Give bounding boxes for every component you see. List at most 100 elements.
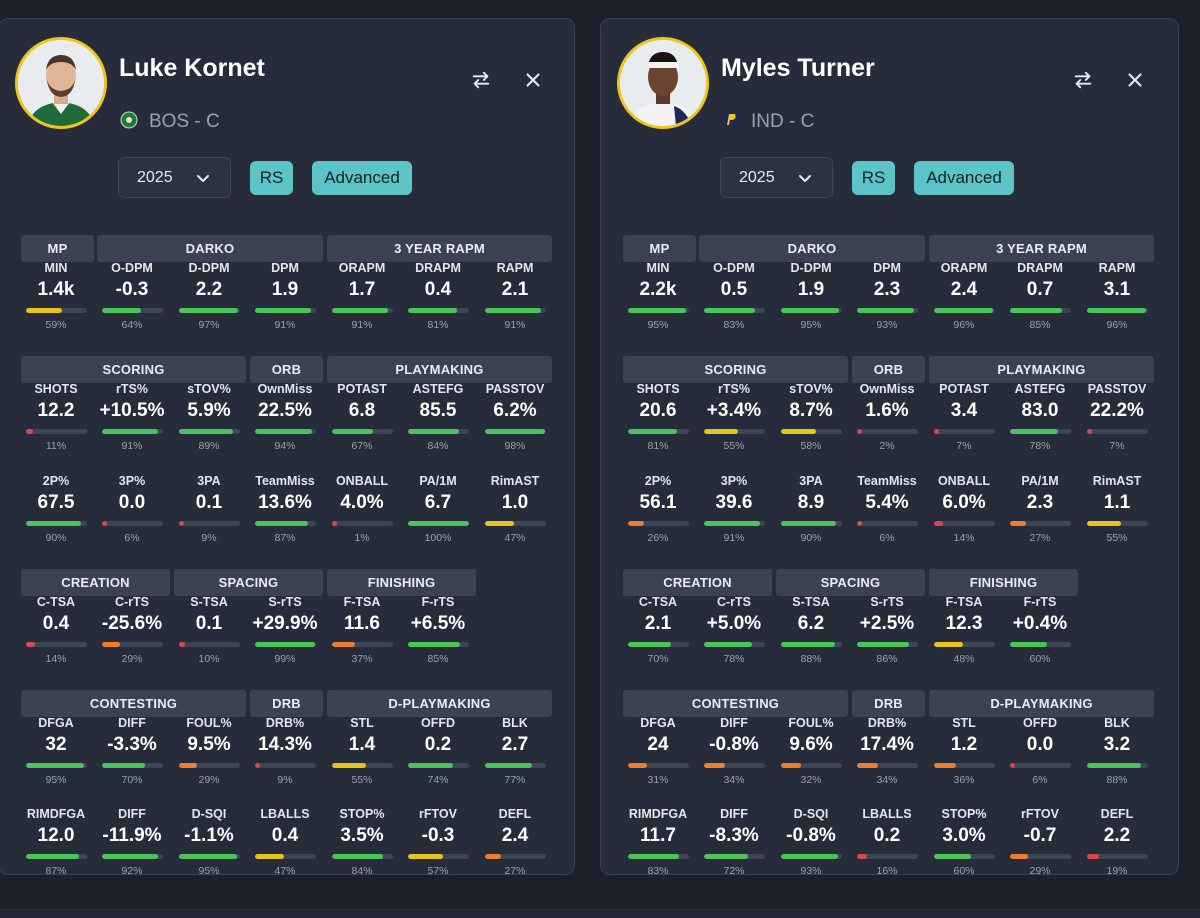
stat-value: -25.6% (101, 613, 163, 634)
stat-cell: D-SQI -0.8% 93% (776, 807, 846, 879)
stat-cell: D-SQI -1.1% 95% (174, 807, 244, 879)
stat-label: rFTOV (419, 807, 457, 821)
celtics-logo-icon (120, 111, 138, 129)
percentile-label: 85% (1029, 319, 1051, 331)
team-position: IND - C (751, 111, 815, 132)
swap-player-button[interactable] (1070, 67, 1096, 93)
stat-label: MIN (646, 261, 670, 275)
stat-cell: OwnMiss 1.6% 2% (852, 382, 922, 454)
percentile-label: 55% (351, 774, 373, 786)
percentile-label: 90% (45, 532, 67, 544)
stat-label: RAPM (1098, 261, 1136, 275)
percentile-bar-fill (26, 308, 62, 313)
stat-label: POTAST (939, 382, 989, 396)
percentile-label: 10% (198, 653, 220, 665)
percentile-bar (1010, 308, 1071, 313)
stat-cell: STOP% 3.5% 84% (327, 807, 397, 879)
stat-value: 24 (647, 734, 669, 755)
percentile-label: 19% (1106, 865, 1128, 877)
stat-value: -3.3% (107, 734, 157, 755)
percentile-bar-fill (179, 763, 197, 768)
percentile-label: 60% (1029, 653, 1051, 665)
swap-player-button[interactable] (468, 67, 494, 93)
percentile-bar (179, 521, 240, 526)
percentile-bar-fill (102, 763, 145, 768)
stat-label: POTAST (337, 382, 387, 396)
stat-cell: MIN 2.2k 95% (623, 261, 693, 333)
percentile-label: 26% (647, 532, 669, 544)
stat-group-header: D-PLAYMAKING (327, 690, 552, 717)
percentile-label: 57% (427, 865, 449, 877)
player-card-kornet: Luke Kornet BOS - C 2025 RS Advanced MP DARKO 3… (0, 18, 575, 877)
percentile-bar-fill (1087, 521, 1121, 526)
stat-value: 2.2k (639, 279, 677, 300)
stat-label: DIFF (720, 807, 748, 821)
percentile-label: 83% (647, 865, 669, 877)
percentile-bar-fill (179, 521, 185, 526)
regular-season-toggle[interactable]: RS (852, 161, 895, 195)
stat-cell: OFFD 0.2 74% (403, 716, 473, 788)
advanced-toggle[interactable]: Advanced (312, 161, 412, 195)
percentile-label: 77% (504, 774, 526, 786)
stat-group-header: CREATION (21, 569, 170, 596)
stat-cell: FOUL% 9.5% 29% (174, 716, 244, 788)
stat-value: 0.0 (1026, 734, 1054, 755)
stat-cell: DFGA 32 95% (21, 716, 91, 788)
percentile-bar-fill (255, 521, 309, 526)
percentile-bar (704, 642, 765, 647)
stat-label: 3P% (118, 474, 146, 488)
player-card-turner: Myles Turner IND - C 2025 RS Advanced MP DARKO… (600, 18, 1179, 877)
advanced-toggle[interactable]: Advanced (914, 161, 1014, 195)
stat-label: 3PA (197, 474, 221, 488)
stat-value: 22.2% (1090, 400, 1144, 421)
stat-value: 0.2 (424, 734, 452, 755)
regular-season-toggle[interactable]: RS (250, 161, 293, 195)
stat-value: 20.6 (639, 400, 677, 421)
stat-value: 9.6% (789, 734, 833, 755)
stat-value: 1.0 (501, 492, 529, 513)
percentile-label: 89% (198, 440, 220, 452)
stat-cell: C-rTS -25.6% 29% (97, 595, 167, 667)
stat-label: DIFF (118, 807, 146, 821)
percentile-bar (628, 763, 689, 768)
stat-cell: DEFL 2.2 19% (1082, 807, 1152, 879)
season-year-select[interactable]: 2025 (118, 157, 231, 198)
stat-cell: OFFD 0.0 6% (1005, 716, 1075, 788)
percentile-bar (1087, 429, 1148, 434)
percentile-label: 32% (800, 774, 822, 786)
percentile-bar (485, 308, 546, 313)
percentile-bar (102, 642, 163, 647)
stat-label: RIMDFGA (628, 807, 688, 821)
stat-label: DIFF (118, 716, 146, 730)
close-button[interactable] (520, 67, 546, 93)
stat-cell: PASSTOV 22.2% 7% (1082, 382, 1152, 454)
stat-label: C-TSA (36, 595, 76, 609)
stat-cell: O-DPM 0.5 83% (699, 261, 769, 333)
stat-cell: PA/1M 2.3 27% (1005, 474, 1075, 546)
stat-label: 3PA (799, 474, 823, 488)
stat-value: 0.1 (195, 613, 223, 634)
stat-value: 1.2 (950, 734, 978, 755)
percentile-bar (485, 429, 546, 434)
percentile-bar-fill (1010, 763, 1015, 768)
stat-value: 12.2 (37, 400, 75, 421)
percentile-bar-fill (332, 642, 355, 647)
percentile-bar-fill (179, 642, 186, 647)
stat-label: C-rTS (716, 595, 752, 609)
stat-cell: S-rTS +29.9% 99% (250, 595, 320, 667)
stat-value: +6.5% (410, 613, 466, 634)
percentile-bar (704, 854, 765, 859)
stat-value: 14.3% (258, 734, 312, 755)
close-button[interactable] (1122, 67, 1148, 93)
percentile-label: 98% (504, 440, 526, 452)
percentile-label: 96% (1106, 319, 1128, 331)
bottom-panel-edge (0, 909, 1200, 918)
stat-value: 6.2% (493, 400, 537, 421)
stat-value: +2.5% (859, 613, 915, 634)
stat-value: -0.7 (1023, 825, 1057, 846)
season-year-select[interactable]: 2025 (720, 157, 833, 198)
stat-group-header: ORB (852, 356, 925, 383)
stat-value: 3.2 (1103, 734, 1131, 755)
percentile-label: 84% (427, 440, 449, 452)
stat-cell: D-DPM 1.9 95% (776, 261, 846, 333)
